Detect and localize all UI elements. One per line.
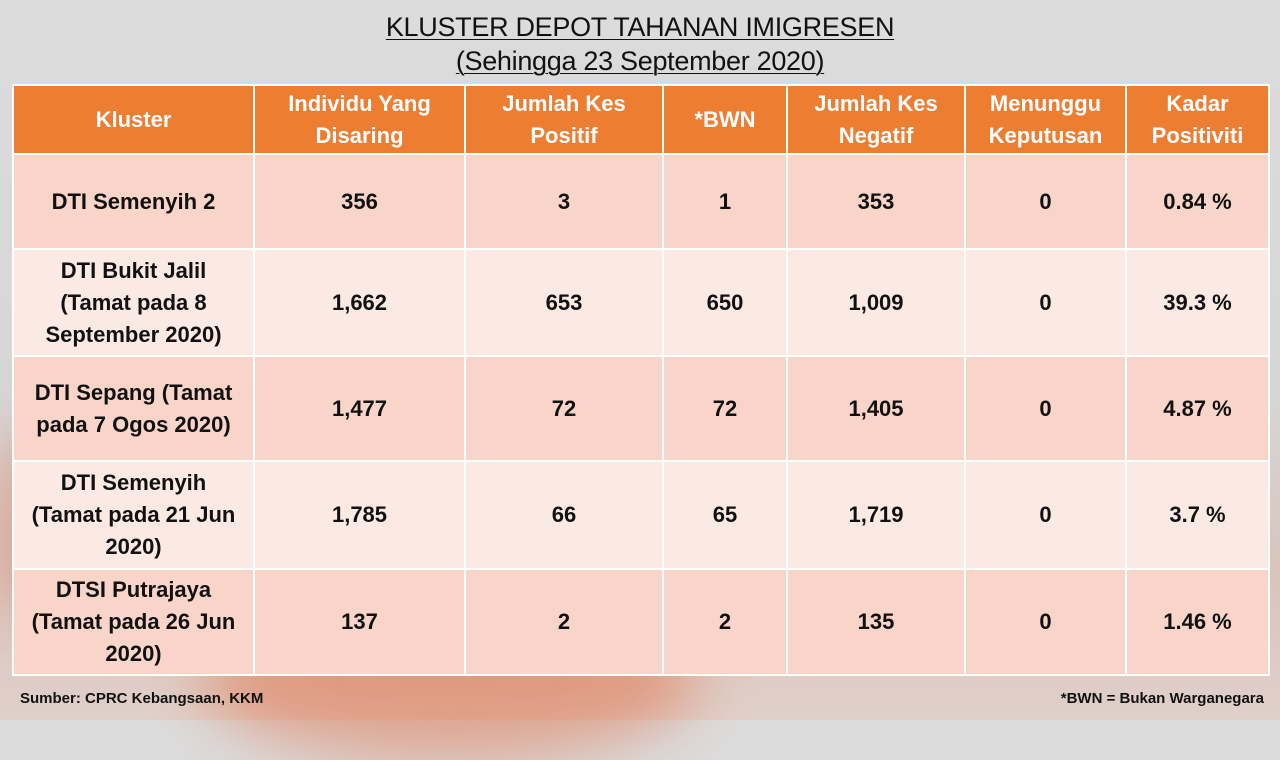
source-note: Sumber: CPRC Kebangsaan, KKM (20, 690, 264, 707)
table-cell: 1,405 (786, 355, 966, 462)
table-cell: 2 (464, 568, 664, 676)
table-cell: 0 (964, 460, 1127, 570)
column-header: Kadar Positiviti (1125, 84, 1270, 155)
table-cell: 1,009 (786, 248, 966, 357)
cluster-name-cell: DTI Semenyih (Tamat pada 21 Jun 2020) (12, 460, 255, 570)
column-header: Jumlah Kes Positif (464, 84, 664, 155)
table-row: DTI Semenyih 2 356 3 1 353 0 0.84 % (12, 153, 1270, 250)
page-subtitle: (Sehingga 23 September 2020) (455, 46, 825, 76)
table-row: DTI Semenyih (Tamat pada 21 Jun 2020) 1,7… (12, 460, 1270, 570)
column-header: Kluster (12, 84, 255, 155)
table-cell: 3 (464, 153, 664, 250)
table-cell: 39.3 % (1125, 248, 1270, 357)
table-cell: 1 (662, 153, 788, 250)
table-cell: 72 (464, 355, 664, 462)
table-cell: 66 (464, 460, 664, 570)
cluster-name-cell: DTI Semenyih 2 (12, 153, 255, 250)
table-cell: 3.7 % (1125, 460, 1270, 570)
table-cell: 0 (964, 568, 1127, 676)
column-header: *BWN (662, 84, 788, 155)
table-cell: 4.87 % (1125, 355, 1270, 462)
column-header: Individu Yang Disaring (253, 84, 466, 155)
table-cell: 72 (662, 355, 788, 462)
table-cell: 0 (964, 355, 1127, 462)
cluster-table: Kluster Individu Yang Disaring Jumlah Kes … (12, 84, 1270, 676)
table-cell: 1,477 (253, 355, 466, 462)
table-cell: 1.46 % (1125, 568, 1270, 676)
table-cell: 2 (662, 568, 788, 676)
table-row: DTI Sepang (Tamat pada 7 Ogos 2020) 1,477… (12, 355, 1270, 462)
table-cell: 1,719 (786, 460, 966, 570)
table-cell: 653 (464, 248, 664, 357)
table-cell: 65 (662, 460, 788, 570)
column-header: Menunggu Keputusan (964, 84, 1127, 155)
table-cell: 1,785 (253, 460, 466, 570)
table-cell: 353 (786, 153, 966, 250)
table-cell: 650 (662, 248, 788, 357)
table-cell: 137 (253, 568, 466, 676)
table-cell: 0 (964, 153, 1127, 250)
cluster-name-cell: DTSI Putrajaya (Tamat pada 26 Jun 2020) (12, 568, 255, 676)
cluster-name-cell: DTI Sepang (Tamat pada 7 Ogos 2020) (12, 355, 255, 462)
table-row: DTSI Putrajaya (Tamat pada 26 Jun 2020) 1… (12, 568, 1270, 676)
column-header: Jumlah Kes Negatif (786, 84, 966, 155)
table-cell: 0 (964, 248, 1127, 357)
table-cell: 135 (786, 568, 966, 676)
cluster-name-cell: DTI Bukit Jalil (Tamat pada 8 September … (12, 248, 255, 357)
table-cell: 0.84 % (1125, 153, 1270, 250)
table-cell: 356 (253, 153, 466, 250)
table-row: DTI Bukit Jalil (Tamat pada 8 September … (12, 248, 1270, 357)
table-cell: 1,662 (253, 248, 466, 357)
page-title: KLUSTER DEPOT TAHANAN IMIGRESEN (385, 12, 895, 42)
footnote: *BWN = Bukan Warganegara (1060, 690, 1264, 707)
